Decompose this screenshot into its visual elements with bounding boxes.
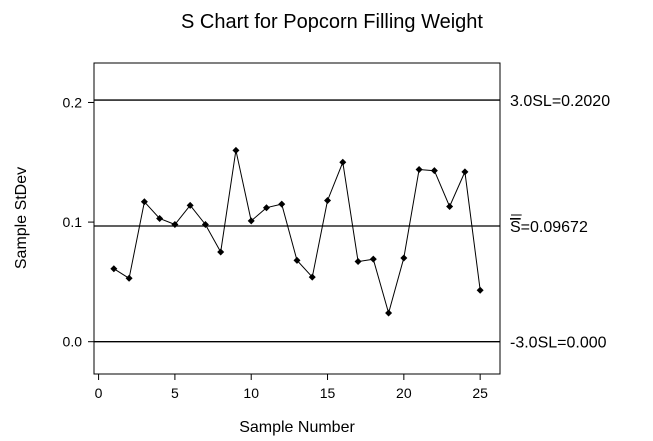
chart-title: S Chart for Popcorn Filling Weight [181,11,483,33]
x-tick-label: 0 [95,385,103,401]
data-point-8 [217,248,225,256]
data-point-9 [232,146,240,154]
control-label-ucl: 3.0SL=0.2020 [510,93,610,110]
x-axis-label: Sample Number [239,419,355,436]
x-tick-label: 20 [396,385,412,401]
data-point-2 [125,274,133,282]
data-point-19 [385,309,393,317]
data-point-11 [262,204,270,212]
data-point-24 [461,168,469,176]
data-point-5 [171,220,179,228]
data-point-22 [430,167,438,175]
x-tick-label: 15 [320,385,336,401]
data-point-13 [293,256,301,264]
data-point-1 [110,265,118,273]
data-point-6 [186,201,194,209]
data-point-12 [278,200,286,208]
data-point-7 [201,220,209,228]
data-point-4 [156,215,164,222]
control-label-lcl: -3.0SL=0.000 [510,335,607,352]
x-tick-label: 25 [472,385,488,401]
data-point-15 [324,197,332,205]
data-point-23 [446,203,454,211]
data-point-16 [339,158,347,166]
series-line [113,150,481,315]
data-point-3 [140,198,148,206]
x-tick-label: 10 [243,385,259,401]
y-tick-label: 0.1 [63,214,83,230]
data-point-21 [415,165,423,173]
data-point-17 [354,258,362,266]
data-point-14 [308,273,316,281]
control-label-center: S=0.09672 [510,219,588,236]
x-tick-label: 5 [171,385,179,401]
data-point-18 [369,255,377,263]
y-tick-label: 0.0 [63,334,83,350]
plot-frame [93,62,501,375]
y-axis-label: Sample StDev [13,167,30,269]
data-point-20 [400,254,408,262]
data-point-25 [476,286,484,294]
y-tick-label: 0.2 [63,94,83,110]
data-point-10 [247,217,255,225]
